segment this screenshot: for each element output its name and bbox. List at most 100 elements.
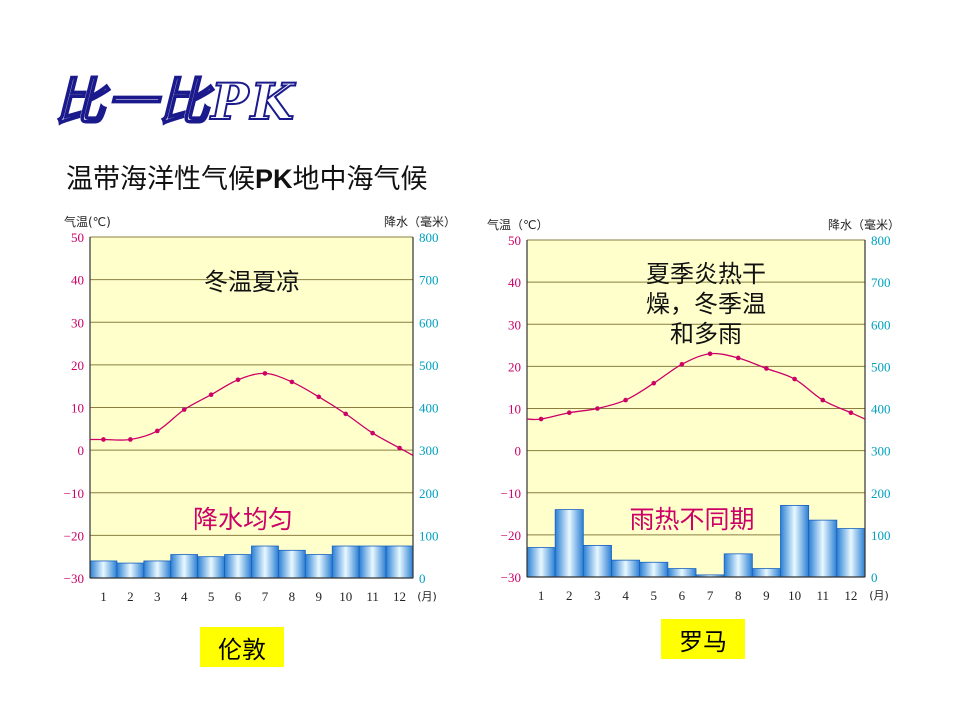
- london-month-label: 7: [262, 589, 269, 604]
- rome-temp-tick-label: 30: [508, 317, 521, 332]
- london-month-label: 4: [181, 589, 188, 604]
- rome-temp-point-2: [566, 410, 572, 416]
- london-month-label: 1: [100, 589, 107, 604]
- london-temp-tick-label: −30: [64, 571, 84, 586]
- rome-temp-tick-label: −10: [501, 486, 521, 501]
- london-month-label: 10: [339, 589, 352, 604]
- london-month-label: 11: [366, 589, 379, 604]
- london-month-label: 9: [316, 589, 323, 604]
- rome-precip-tick-label: 200: [871, 486, 891, 501]
- london-temp-point-3: [154, 428, 160, 434]
- rome-temp-annotation-line: 燥，冬季温: [646, 290, 766, 318]
- rome-temp-point-1: [538, 416, 544, 422]
- london-precip-tick-label: 600: [419, 315, 439, 330]
- london-precip-bar-10: [331, 545, 360, 579]
- rome-temp-tick-label: 20: [508, 359, 521, 374]
- london-precip-bar-12: [385, 545, 414, 579]
- london-temp-point-2: [128, 437, 133, 442]
- rome-precip-tick-label: 700: [871, 275, 891, 290]
- rome-precip-bar-9: [751, 568, 781, 578]
- london-temp-point-1: [101, 437, 106, 442]
- rome-temp-axis-title: 气温（℃）: [487, 217, 548, 232]
- london-temp-tick-label: 10: [71, 401, 84, 416]
- london-temp-point-12: [397, 445, 402, 451]
- rome-temp-annotation-line: 和多雨: [670, 320, 742, 348]
- rome-precip-bar-1: [526, 547, 556, 578]
- rome-precip-bar-6: [667, 568, 697, 578]
- london-temp-tick-label: 0: [78, 443, 85, 458]
- london-month-label: 12: [393, 589, 406, 604]
- london-month-label: 3: [154, 589, 161, 604]
- city-label-rome: 罗马: [661, 619, 745, 659]
- rome-precip-axis-title: 降水（毫米）: [828, 217, 900, 232]
- rome-month-label: 2: [566, 588, 573, 603]
- rome-month-label: 9: [763, 588, 770, 603]
- london-precip-tick-label: 300: [419, 443, 439, 458]
- subtitle-pk: PK: [255, 164, 293, 194]
- london-temp-point-5: [208, 392, 214, 398]
- rome-precip-tick-label: 500: [871, 359, 891, 374]
- rome-month-label: 12: [844, 588, 857, 603]
- london-temp-annotation: 冬温夏凉: [204, 268, 300, 296]
- rome-precip-bar-4: [611, 559, 641, 578]
- rome-precip-bar-11: [808, 519, 838, 578]
- rome-temp-tick-label: 40: [508, 275, 521, 290]
- rome-precip-bar-10: [780, 504, 810, 578]
- london-precip-tick-label: 200: [419, 486, 439, 501]
- slide-subtitle: 温带海洋性气候PK地中海气候: [66, 157, 428, 196]
- rome-precip-annotation: 雨热不同期: [629, 505, 754, 534]
- rome-precip-bar-12: [836, 528, 866, 578]
- london-temp-point-9: [316, 394, 322, 400]
- london-temp-tick-label: 40: [71, 273, 84, 288]
- rome-month-label: 8: [735, 588, 742, 603]
- rome-temp-point-6: [679, 361, 685, 367]
- london-temp-point-10: [343, 411, 349, 417]
- london-month-label: 8: [289, 589, 296, 604]
- slide-heading: 比一比PK: [54, 71, 297, 132]
- rome-temp-tick-label: 50: [508, 233, 521, 248]
- rome-temp-tick-label: −20: [501, 528, 521, 543]
- london-climate-chart: 50403020100−10−20−3080070060050040030020…: [64, 214, 456, 604]
- london-precip-annotation: 降水均匀: [193, 505, 293, 534]
- london-temp-axis-title: 气温(℃): [64, 214, 111, 229]
- rome-precip-bar-2: [554, 509, 584, 578]
- london-temp-tick-label: 30: [71, 315, 84, 330]
- rome-precip-tick-label: 400: [871, 402, 891, 417]
- subtitle-ocean: 温带海洋性气候: [66, 164, 255, 195]
- london-precip-tick-label: 100: [419, 528, 439, 543]
- london-month-label: 2: [127, 589, 134, 604]
- city-label-london: 伦敦: [200, 627, 284, 667]
- rome-temperature-line: [526, 352, 866, 421]
- rome-precip-bar-3: [582, 545, 612, 578]
- rome-temp-point-11: [820, 397, 826, 403]
- rome-precip-tick-label: 100: [871, 528, 891, 543]
- rome-month-label: 6: [679, 588, 686, 603]
- rome-temp-point-9: [764, 366, 769, 371]
- rome-month-label: 7: [707, 588, 714, 603]
- rome-temp-point-12: [848, 410, 854, 416]
- rome-month-label: 4: [622, 588, 629, 603]
- rome-temp-point-4: [623, 397, 628, 403]
- rome-x-unit-label: (月): [869, 589, 889, 602]
- rome-precip-tick-label: 800: [871, 233, 891, 248]
- rome-month-label: 5: [651, 588, 658, 603]
- london-temp-point-11: [370, 430, 375, 436]
- rome-precip-bar-5: [639, 561, 669, 578]
- rome-temp-point-7: [707, 351, 713, 357]
- rome-temp-point-5: [651, 380, 657, 386]
- rome-temp-point-10: [792, 376, 797, 382]
- rome-precip-tick-label: 300: [871, 444, 891, 459]
- rome-temp-tick-label: 10: [508, 402, 521, 417]
- rome-precip-tick-label: 600: [871, 317, 891, 332]
- rome-precip-tick-label: 0: [871, 570, 878, 585]
- london-precip-bar-7: [251, 545, 279, 579]
- london-x-unit-label: (月): [417, 590, 437, 603]
- rome-month-label: 10: [788, 588, 801, 603]
- subtitle-med: 地中海气候: [292, 164, 428, 195]
- london-temp-tick-label: −20: [64, 528, 84, 543]
- london-precip-axis-title: 降水（毫米）: [384, 214, 456, 229]
- london-precip-tick-label: 400: [419, 401, 439, 416]
- rome-month-label: 3: [594, 588, 601, 603]
- london-temp-point-7: [262, 371, 268, 376]
- london-precip-tick-label: 700: [419, 273, 439, 288]
